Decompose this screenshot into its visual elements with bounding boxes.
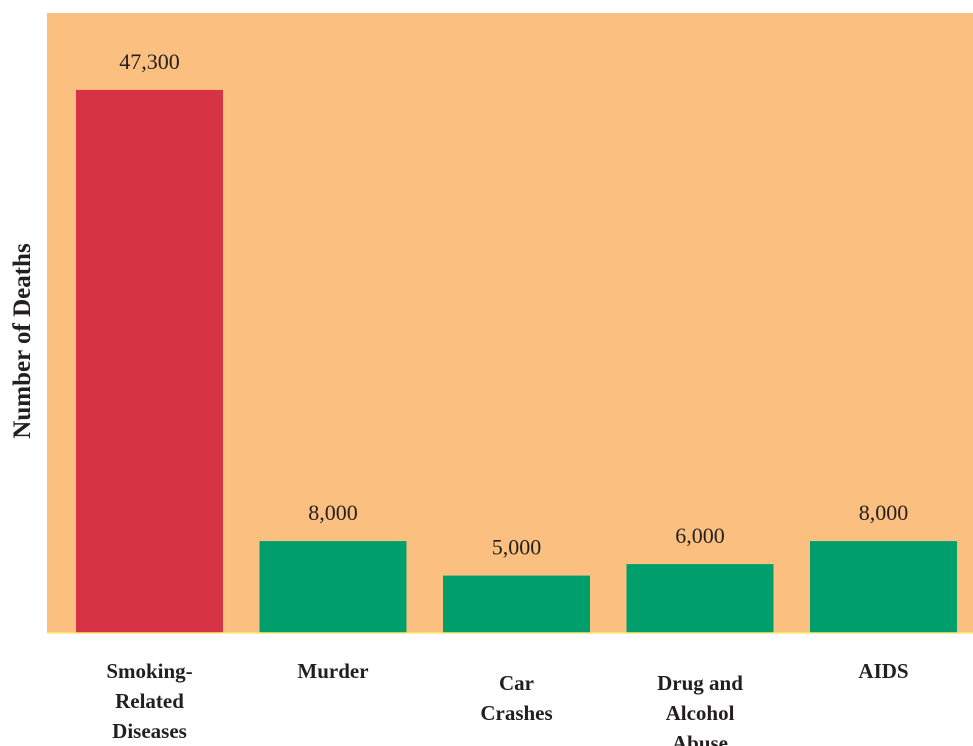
category-label-0: Smoking- Related Diseases — [106, 659, 192, 743]
category-label-line: Smoking- — [106, 659, 192, 683]
category-label-line: Drug and — [657, 671, 743, 695]
category-label-line: Diseases — [112, 719, 187, 743]
bar-value-label-3: 6,000 — [675, 523, 725, 548]
bar-value-label-0: 47,300 — [119, 49, 180, 74]
y-axis-label: Number of Deaths — [9, 243, 36, 439]
bar-0 — [76, 89, 223, 633]
bar-4 — [810, 541, 957, 633]
bar-2 — [443, 575, 590, 633]
bar-value-label-2: 5,000 — [492, 535, 542, 560]
bar-value-label-1: 8,000 — [308, 500, 358, 525]
bar-3 — [626, 564, 774, 633]
category-label-line: AIDS — [858, 659, 908, 683]
category-label-line: Related — [115, 689, 184, 713]
category-label-4: AIDS — [858, 659, 908, 683]
category-label-line: Crashes — [480, 701, 552, 725]
category-label-line: Abuse — [672, 731, 728, 746]
category-labels-group: Smoking- Related Diseases Murder Car Crashes D… — [106, 659, 908, 746]
bar-1 — [259, 541, 407, 633]
category-label-1: Murder — [297, 659, 368, 683]
category-label-2: Car Crashes — [480, 671, 552, 725]
bars-group — [76, 89, 957, 633]
bar-value-label-4: 8,000 — [859, 500, 909, 525]
value-labels-group: 47,300 8,000 5,000 6,000 8,000 — [119, 49, 908, 560]
category-label-line: Murder — [297, 659, 368, 683]
category-label-line: Alcohol — [666, 701, 735, 725]
category-label-line: Car — [499, 671, 534, 695]
category-label-3: Drug and Alcohol Abuse — [657, 671, 743, 746]
